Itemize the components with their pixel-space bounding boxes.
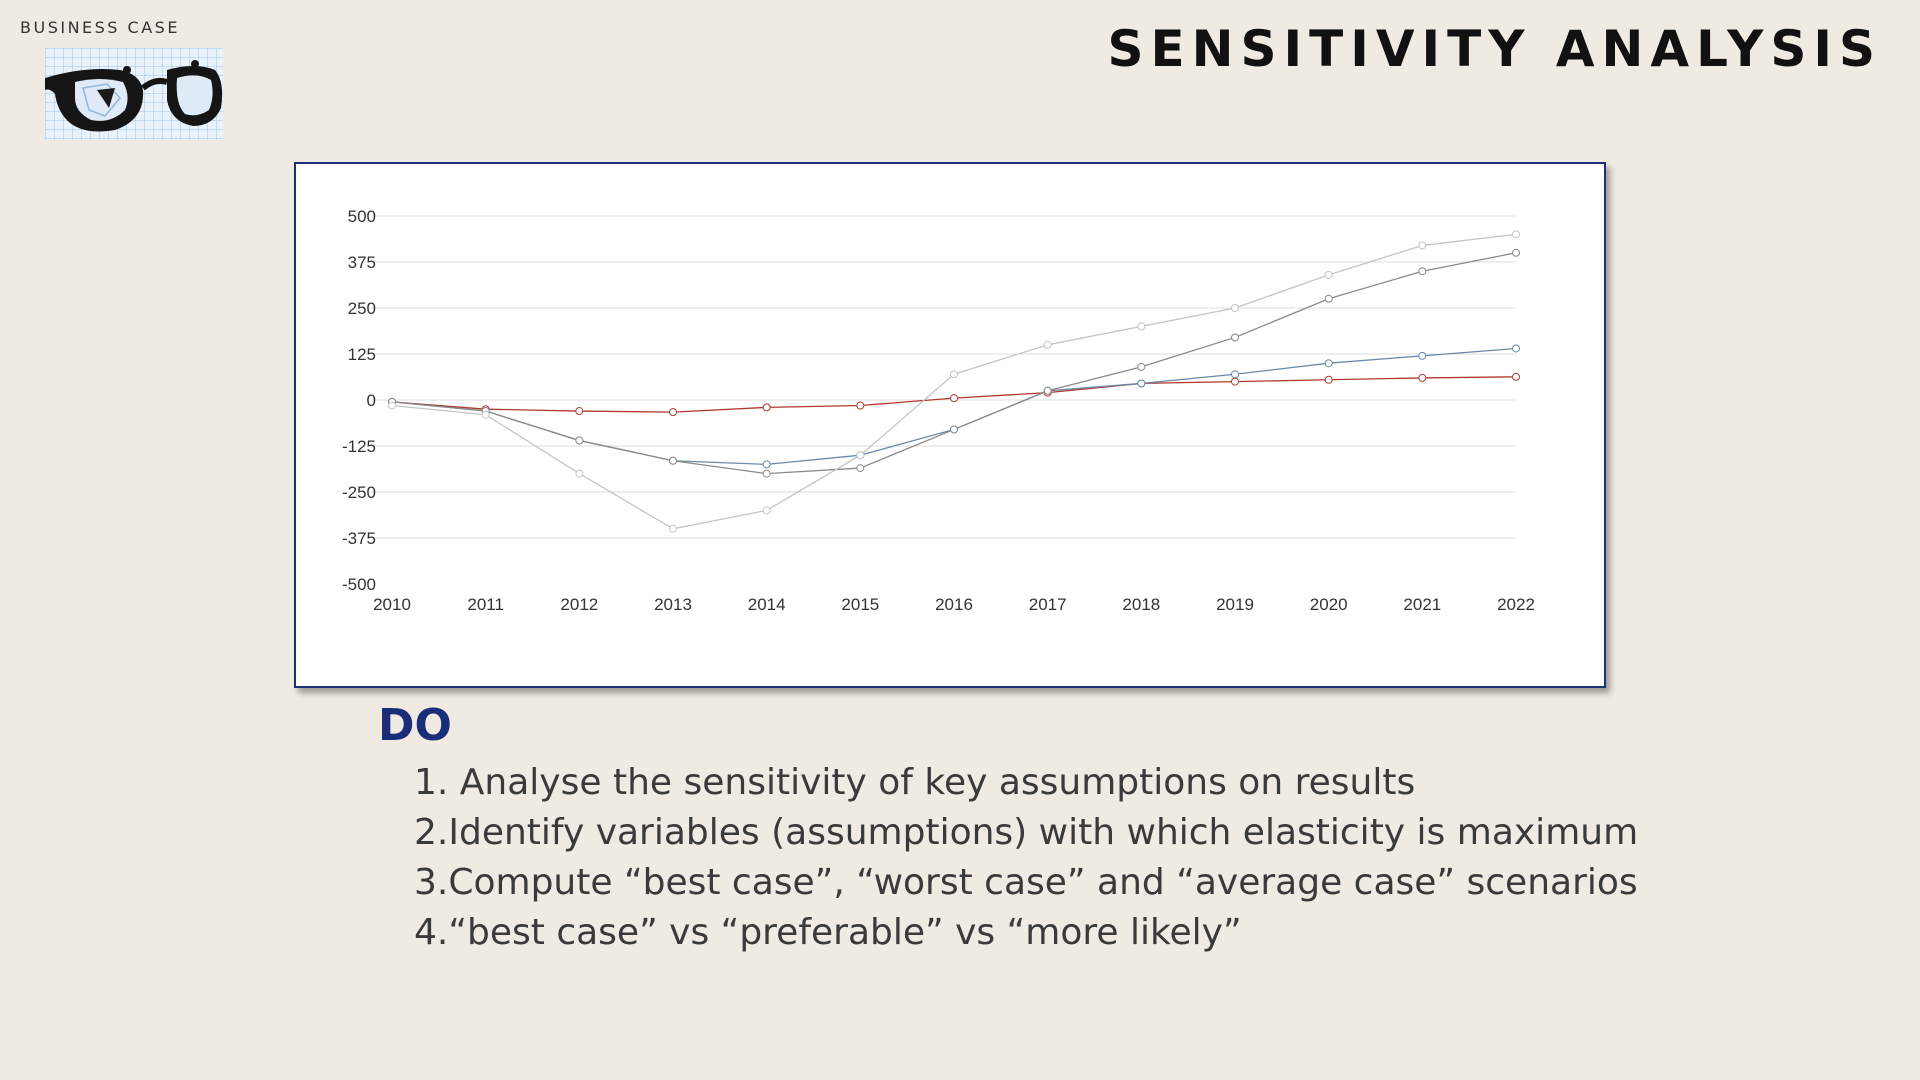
data-point bbox=[1231, 377, 1239, 386]
data-point bbox=[762, 506, 771, 515]
data-point bbox=[1418, 373, 1427, 382]
y-tick-label: -125 bbox=[342, 437, 376, 456]
x-tick-label: 2021 bbox=[1403, 595, 1441, 614]
x-tick-label: 2013 bbox=[654, 595, 692, 614]
x-tick-label: 2014 bbox=[748, 595, 786, 614]
x-tick-label: 2015 bbox=[841, 595, 879, 614]
data-point bbox=[1324, 294, 1333, 303]
do-item: 4.“best case” vs “preferable” vs “more l… bbox=[414, 912, 1242, 953]
data-point bbox=[1512, 248, 1520, 257]
data-point bbox=[950, 370, 958, 379]
data-point bbox=[1418, 241, 1427, 250]
data-point bbox=[856, 464, 865, 473]
data-point bbox=[1512, 344, 1520, 353]
x-tick-label: 2018 bbox=[1122, 595, 1160, 614]
data-point bbox=[762, 469, 771, 478]
do-list: 1. Analyse the sensitivity of key assump… bbox=[414, 758, 1638, 958]
data-point bbox=[950, 394, 958, 403]
data-point bbox=[1418, 351, 1427, 360]
data-point bbox=[762, 403, 771, 412]
y-tick-label: 500 bbox=[348, 207, 376, 226]
data-point bbox=[762, 460, 771, 469]
chart-frame: 500 375 250 125 0 -125 -250 -375 -500 2010 2011 201… bbox=[294, 162, 1606, 688]
data-point bbox=[1512, 230, 1520, 239]
x-tick-label: 2012 bbox=[560, 595, 598, 614]
do-item: 2.Identify variables (assumptions) with … bbox=[414, 812, 1639, 853]
page-title: SENSITIVITY ANALYSIS bbox=[1107, 20, 1882, 78]
data-point bbox=[669, 408, 677, 417]
data-point bbox=[669, 524, 677, 533]
data-point bbox=[1418, 267, 1427, 276]
do-heading: DO bbox=[378, 700, 452, 751]
data-point bbox=[1043, 386, 1052, 395]
data-point bbox=[1231, 333, 1239, 342]
series-line bbox=[391, 347, 1517, 466]
x-tick-label: 2010 bbox=[373, 595, 411, 614]
data-point bbox=[575, 407, 584, 416]
data-point bbox=[1137, 322, 1146, 331]
data-point bbox=[1324, 375, 1333, 384]
y-tick-label: 250 bbox=[348, 299, 376, 318]
y-tick-label: 375 bbox=[348, 253, 376, 272]
data-point bbox=[1512, 372, 1520, 381]
y-tick-label: -500 bbox=[342, 575, 376, 594]
data-point bbox=[1043, 340, 1052, 349]
series-line bbox=[391, 233, 1517, 530]
brand-label: BUSINESS CASE bbox=[20, 18, 180, 37]
data-point bbox=[1137, 379, 1146, 388]
x-tick-label: 2017 bbox=[1029, 595, 1067, 614]
data-point bbox=[481, 410, 490, 419]
data-point bbox=[575, 469, 584, 478]
do-item: 3.Compute “best case”, “worst case” and … bbox=[414, 862, 1638, 903]
data-point bbox=[856, 451, 865, 460]
x-tick-label: 2011 bbox=[467, 595, 504, 614]
data-point bbox=[950, 425, 958, 434]
y-tick-label: -375 bbox=[342, 529, 376, 548]
data-point bbox=[388, 401, 396, 410]
data-point bbox=[1324, 359, 1333, 368]
x-tick-label: 2019 bbox=[1216, 595, 1254, 614]
data-point bbox=[1324, 270, 1333, 279]
data-point bbox=[1231, 370, 1239, 379]
series-line bbox=[391, 252, 1517, 475]
data-point bbox=[856, 401, 865, 410]
data-point bbox=[575, 436, 584, 445]
glasses-icon bbox=[45, 48, 223, 140]
y-tick-label: 0 bbox=[367, 391, 376, 410]
data-point bbox=[1137, 362, 1146, 371]
x-tick-label: 2022 bbox=[1497, 595, 1535, 614]
x-tick-label: 2016 bbox=[935, 595, 973, 614]
y-tick-label: -250 bbox=[342, 483, 376, 502]
data-point bbox=[1231, 304, 1239, 312]
x-tick-label: 2020 bbox=[1310, 595, 1348, 614]
data-point bbox=[669, 456, 677, 465]
y-tick-label: 125 bbox=[348, 345, 376, 364]
do-item: 1. Analyse the sensitivity of key assump… bbox=[414, 762, 1416, 803]
